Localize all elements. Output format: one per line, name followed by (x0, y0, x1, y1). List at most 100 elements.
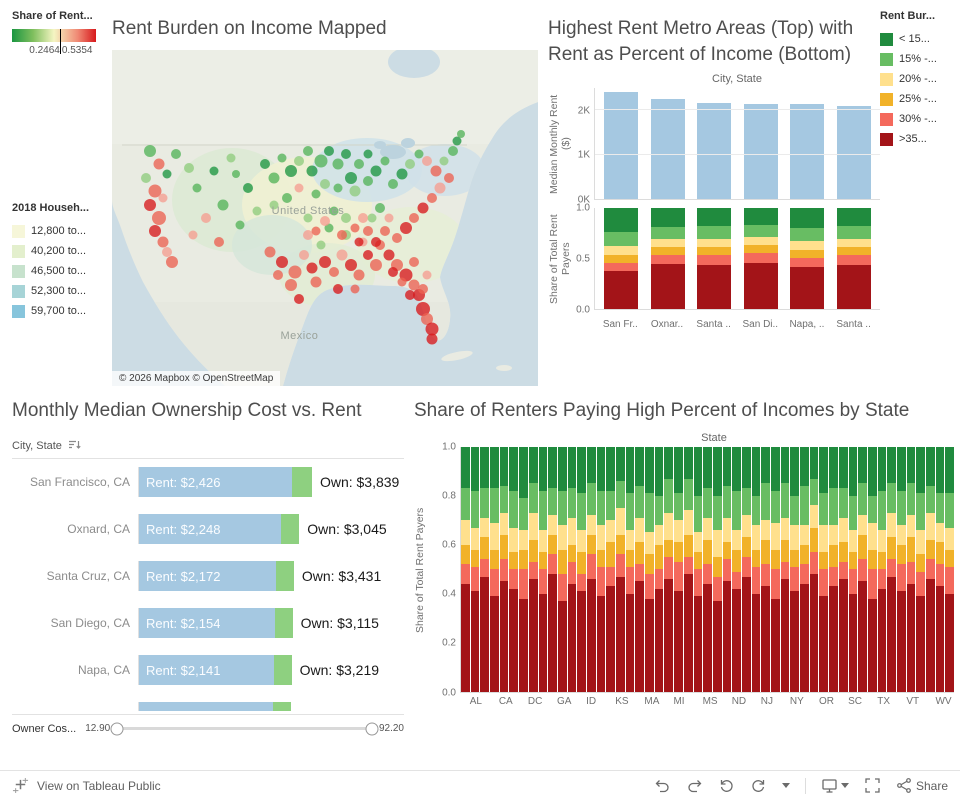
map-dot[interactable] (336, 249, 348, 261)
map-dot[interactable] (344, 259, 357, 272)
share-bar[interactable] (604, 208, 639, 310)
map-dot[interactable] (158, 193, 168, 203)
legend-item[interactable]: 59,700 to... (12, 301, 89, 321)
rent-bar[interactable] (790, 104, 825, 200)
state-bar[interactable] (461, 446, 470, 692)
state-bar[interactable] (722, 446, 732, 692)
state-bar[interactable] (509, 446, 519, 692)
map-dot[interactable] (329, 206, 339, 216)
map-dot[interactable] (162, 246, 173, 257)
map-viewport[interactable]: United States Mexico © 2026 Mapbox © Ope… (112, 50, 538, 386)
map-dot[interactable] (375, 202, 386, 213)
map-dot[interactable] (243, 182, 254, 193)
share-bar[interactable] (743, 208, 778, 310)
map-dot[interactable] (350, 284, 360, 294)
map-dot[interactable] (141, 172, 152, 183)
map-dot[interactable] (324, 223, 334, 233)
refresh-button[interactable] (750, 777, 767, 794)
map-dot[interactable] (314, 154, 328, 168)
slider-handle-right[interactable] (365, 722, 379, 736)
state-bar[interactable] (838, 446, 848, 692)
map-dot[interactable] (324, 145, 335, 156)
state-bar[interactable] (809, 446, 819, 692)
slider-handle-left[interactable] (110, 722, 124, 736)
map-dot[interactable] (302, 229, 313, 240)
map-dot[interactable] (370, 259, 383, 272)
map-dot[interactable] (384, 213, 394, 223)
state-bar[interactable] (470, 446, 480, 692)
map-dot[interactable] (226, 153, 236, 163)
map-attribution[interactable]: © 2026 Mapbox © OpenStreetMap (112, 371, 281, 386)
map-dot[interactable] (294, 183, 304, 193)
map-dot[interactable] (311, 226, 321, 236)
map-dot[interactable] (319, 255, 331, 268)
map-dot[interactable] (434, 182, 446, 194)
map-dot[interactable] (192, 183, 202, 193)
display-button[interactable] (821, 777, 849, 794)
state-bar[interactable] (790, 446, 800, 692)
map-dot[interactable] (397, 277, 407, 287)
state-bar[interactable] (741, 446, 751, 692)
state-bar[interactable] (635, 446, 645, 692)
rent-bar[interactable]: Rent: $2,248 (139, 514, 281, 545)
map-dot[interactable] (371, 236, 382, 247)
map-dot[interactable] (320, 179, 330, 190)
legend-item[interactable]: 12,800 to... (12, 221, 89, 241)
state-bar[interactable] (606, 446, 615, 692)
map-dot[interactable] (333, 183, 343, 193)
map-dot[interactable] (349, 185, 361, 197)
map-dot[interactable] (421, 312, 434, 325)
state-bar[interactable] (616, 446, 625, 692)
state-bar[interactable] (557, 446, 567, 692)
legend-item[interactable]: 40,200 to... (12, 241, 89, 261)
state-bar[interactable] (577, 446, 586, 692)
legend-item[interactable]: >35... (880, 129, 954, 149)
map-dot[interactable] (452, 136, 462, 146)
map-dot[interactable] (405, 159, 416, 170)
map-dot[interactable] (306, 165, 318, 177)
map-dot[interactable] (354, 237, 364, 247)
view-on-tableau-link[interactable]: View on Tableau Public (37, 778, 161, 793)
state-bar[interactable] (490, 446, 499, 692)
map-dot[interactable] (367, 213, 377, 223)
map-dot[interactable] (277, 153, 287, 163)
state-bar[interactable] (586, 446, 596, 692)
map-dot[interactable] (409, 213, 420, 223)
map-dot[interactable] (157, 236, 169, 248)
map-dot[interactable] (337, 229, 348, 240)
map-dot[interactable] (328, 266, 339, 277)
map-dot[interactable] (200, 213, 211, 223)
map-dot[interactable] (209, 166, 219, 176)
map-dot[interactable] (332, 158, 344, 170)
map-dot[interactable] (188, 230, 198, 240)
state-bar[interactable] (596, 446, 606, 692)
map-dot[interactable] (392, 233, 403, 244)
map-dot[interactable] (362, 176, 373, 187)
reset-button[interactable] (718, 777, 735, 794)
state-bar[interactable] (848, 446, 858, 692)
map-dot[interactable] (284, 279, 297, 292)
state-bar[interactable] (480, 446, 490, 692)
state-bar[interactable] (625, 446, 635, 692)
state-bar[interactable] (819, 446, 829, 692)
map-dot[interactable] (217, 199, 229, 211)
map-dot[interactable] (379, 226, 390, 237)
state-bar[interactable] (548, 446, 557, 692)
map-dot[interactable] (320, 216, 330, 227)
map-dot[interactable] (303, 213, 313, 223)
map-dot[interactable] (148, 225, 161, 238)
map-dot[interactable] (162, 169, 172, 179)
map-dot[interactable] (447, 145, 458, 156)
state-bar[interactable] (567, 446, 577, 692)
state-bar[interactable] (674, 446, 683, 692)
map-dot[interactable] (388, 179, 399, 190)
map-dot[interactable] (273, 270, 284, 281)
map-dot[interactable] (302, 145, 313, 156)
share-bar[interactable] (650, 208, 685, 310)
map-dot[interactable] (353, 269, 365, 281)
map-dot[interactable] (294, 155, 305, 166)
map-dot[interactable] (269, 200, 279, 210)
map-dot[interactable] (311, 189, 321, 199)
map-dot[interactable] (439, 156, 449, 166)
state-bar[interactable] (906, 446, 916, 692)
